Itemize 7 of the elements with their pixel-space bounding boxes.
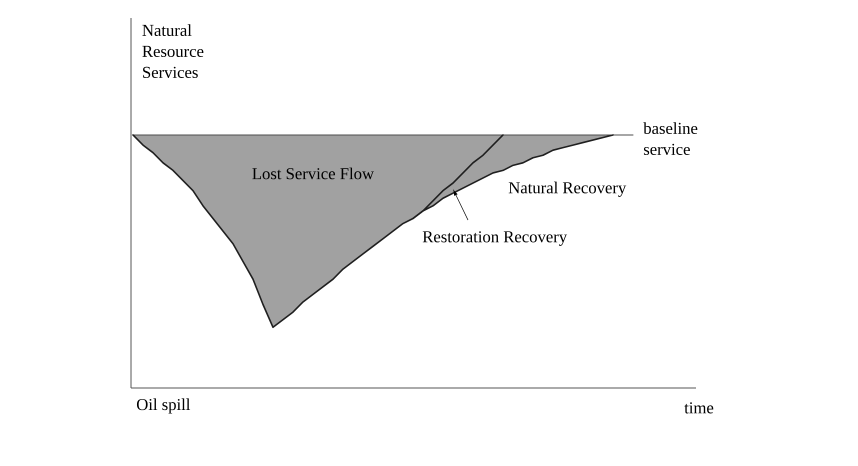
series-label: Natural Recovery [508, 182, 626, 197]
x-axis-title: time [684, 402, 714, 414]
series-label: baseline service [643, 122, 698, 155]
annotation: Lost Service Flow [252, 168, 374, 180]
series-label: Restoration Recovery [422, 231, 568, 246]
text: Oil spill [136, 398, 190, 414]
y-axis-title: Natural Resource Services [142, 24, 204, 78]
